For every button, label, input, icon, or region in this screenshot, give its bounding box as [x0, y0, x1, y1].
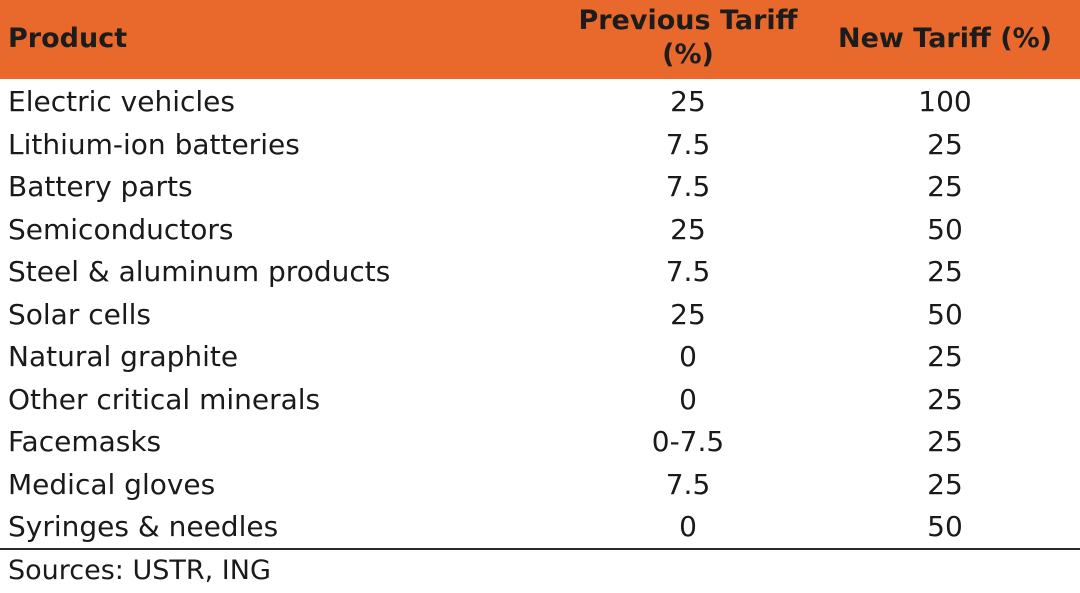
cell-previous-tariff: 7.5	[665, 255, 711, 288]
table-row: Lithium-ion batteries 7.5 25	[0, 124, 1080, 167]
cell-previous-tariff: 25	[670, 212, 706, 246]
table-row: Natural graphite 0 25	[0, 336, 1080, 379]
cell-previous-tariff: 0	[679, 340, 697, 373]
table-row: Facemasks 0-7.5 25	[0, 421, 1080, 464]
cell-product: Battery parts	[8, 170, 193, 203]
cell-product: Solar cells	[8, 297, 152, 331]
cell-previous-tariff: 0-7.5	[651, 425, 725, 458]
cell-product: Facemasks	[8, 425, 162, 458]
cell-new-tariff: 25	[927, 127, 963, 161]
cell-previous-tariff: 25	[670, 297, 706, 331]
cell-previous-tariff: 7.5	[665, 127, 711, 161]
cell-product: Steel & aluminum products	[8, 255, 391, 288]
source-note: Sources: USTR, ING	[8, 555, 271, 586]
cell-new-tariff: 25	[927, 467, 963, 501]
table-row: Electric vehicles 25 100	[0, 81, 1080, 124]
table-row: Battery parts 7.5 25	[0, 166, 1080, 209]
cell-new-tariff: 50	[927, 297, 963, 331]
cell-previous-tariff: 7.5	[665, 467, 711, 501]
cell-product: Other critical minerals	[8, 382, 321, 416]
cell-product: Syringes & needles	[8, 510, 279, 543]
cell-new-tariff: 50	[927, 212, 963, 246]
cell-new-tariff: 50	[927, 510, 963, 543]
cell-product: Natural graphite	[8, 340, 239, 373]
cell-new-tariff: 25	[927, 425, 963, 458]
table-body: Electric vehicles 25 100 Lithium-ion batter…	[0, 81, 1080, 549]
header-new-tariff: New Tariff (%)	[838, 23, 1052, 54]
cell-previous-tariff: 0	[679, 510, 697, 543]
cell-previous-tariff: 7.5	[665, 170, 711, 203]
cell-product: Electric vehicles	[8, 85, 235, 118]
cell-new-tariff: 25	[927, 340, 963, 373]
cell-new-tariff: 25	[927, 255, 963, 288]
table-row: Other critical minerals 0 25	[0, 379, 1080, 422]
table-row: Semiconductors 25 50	[0, 209, 1080, 252]
table-header-row: Product Previous Tariff (%) New Tariff (…	[0, 0, 1080, 79]
cell-previous-tariff: 25	[670, 85, 706, 118]
table-row: Syringes & needles 0 50	[0, 506, 1080, 549]
cell-product: Semiconductors	[8, 212, 234, 246]
cell-product: Medical gloves	[8, 467, 216, 501]
table-row: Medical gloves 7.5 25	[0, 464, 1080, 507]
cell-product: Lithium-ion batteries	[8, 127, 300, 161]
table-row: Steel & aluminum products 7.5 25	[0, 251, 1080, 294]
cell-new-tariff: 25	[927, 382, 963, 416]
cell-previous-tariff: 0	[679, 382, 697, 416]
cell-new-tariff: 25	[927, 170, 963, 203]
table-row: Solar cells 25 50	[0, 294, 1080, 337]
header-previous-tariff: Previous Tariff (%)	[578, 5, 798, 70]
cell-new-tariff: 100	[918, 85, 972, 118]
header-product: Product	[8, 23, 128, 54]
table-bottom-divider	[0, 548, 1080, 550]
